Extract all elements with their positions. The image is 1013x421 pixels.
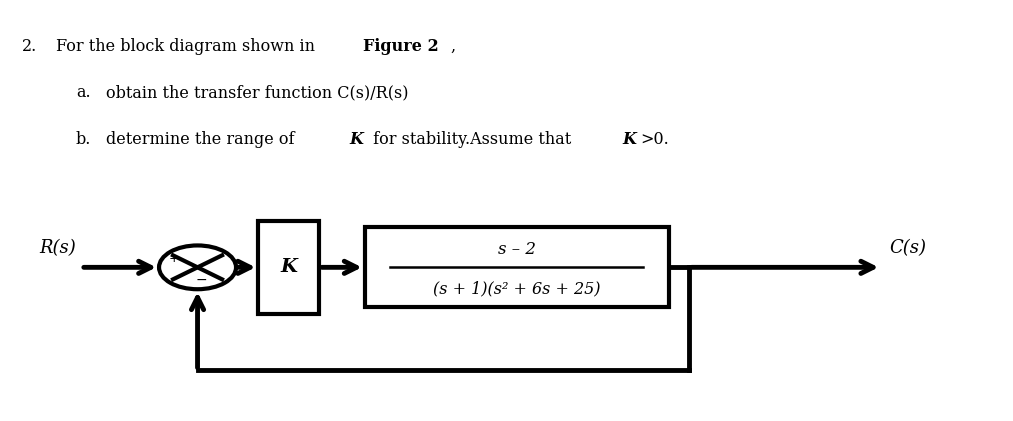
Text: >0.: >0. bbox=[640, 131, 669, 147]
Text: 2.: 2. bbox=[22, 38, 37, 55]
Text: K: K bbox=[622, 131, 636, 147]
Text: K: K bbox=[349, 131, 364, 147]
Text: determine the range of: determine the range of bbox=[106, 131, 300, 147]
Text: a.: a. bbox=[76, 84, 90, 101]
Text: for stability.Assume that: for stability.Assume that bbox=[368, 131, 576, 147]
Text: K: K bbox=[281, 258, 297, 276]
Bar bbox=[365, 227, 669, 307]
Text: R(s): R(s) bbox=[40, 239, 76, 257]
Text: s – 2: s – 2 bbox=[497, 241, 536, 258]
Text: obtain the transfer function C(s)/R(s): obtain the transfer function C(s)/R(s) bbox=[106, 84, 409, 101]
Text: +: + bbox=[168, 252, 179, 265]
Text: ,: , bbox=[451, 38, 456, 55]
Text: Figure 2: Figure 2 bbox=[363, 38, 439, 55]
Bar bbox=[258, 221, 319, 314]
Text: b.: b. bbox=[76, 131, 91, 147]
Text: −: − bbox=[196, 272, 208, 286]
Text: C(s): C(s) bbox=[889, 239, 927, 257]
Text: (s + 1)(s² + 6s + 25): (s + 1)(s² + 6s + 25) bbox=[433, 281, 601, 298]
Text: For the block diagram shown in: For the block diagram shown in bbox=[56, 38, 320, 55]
